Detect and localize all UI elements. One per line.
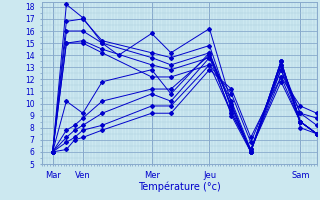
X-axis label: Température (°c): Température (°c) (138, 181, 220, 192)
